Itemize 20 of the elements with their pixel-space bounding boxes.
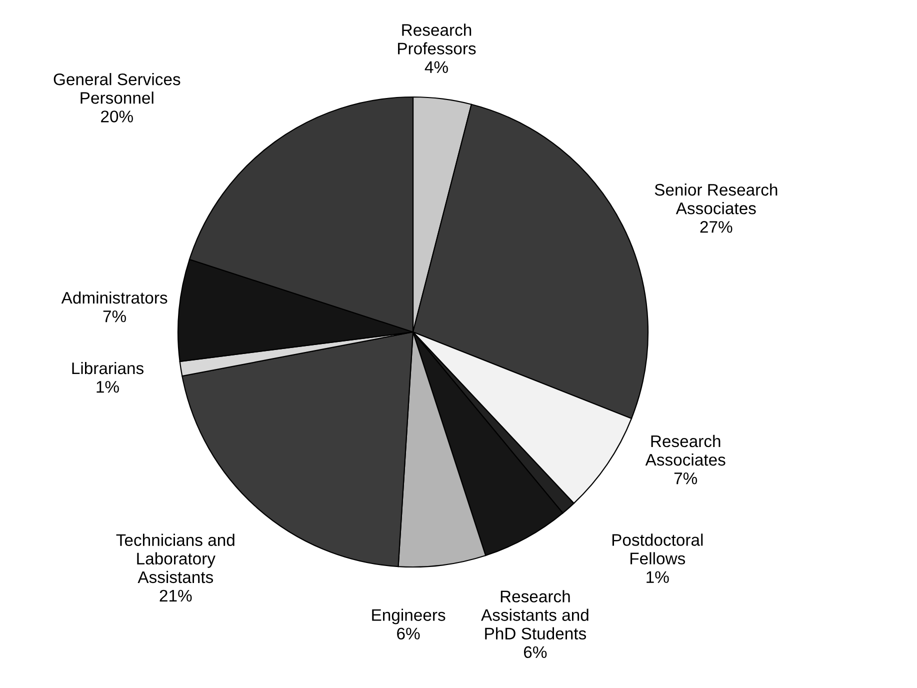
slice-label: General Services Personnel: [54, 73, 180, 104]
data-label: 7%: [674, 472, 698, 484]
slice-label: Administrators: [61, 291, 168, 304]
data-label: 20%: [101, 110, 133, 122]
slice-label: Librarians: [72, 362, 144, 374]
slice-label: Research Professors: [398, 24, 476, 54]
slice-label: Research Assistants and PhD Students: [481, 590, 588, 640]
slice-label: Technicians and Laboratory Assistants: [116, 534, 234, 584]
data-label: 1%: [96, 381, 119, 393]
slice-label: Research Associates: [645, 434, 726, 466]
slice-label: Senior Research Associates: [654, 183, 778, 214]
data-label: 6%: [397, 628, 420, 640]
data-label: 27%: [700, 221, 732, 233]
slice-label: Engineers: [372, 608, 446, 624]
data-label: 1%: [646, 571, 669, 583]
data-label: 4%: [424, 61, 448, 73]
data-label: 7%: [103, 310, 126, 322]
data-label: 21%: [160, 590, 192, 602]
data-label: 6%: [524, 646, 547, 658]
slice-label: Postdoctoral Fellows: [612, 534, 703, 564]
